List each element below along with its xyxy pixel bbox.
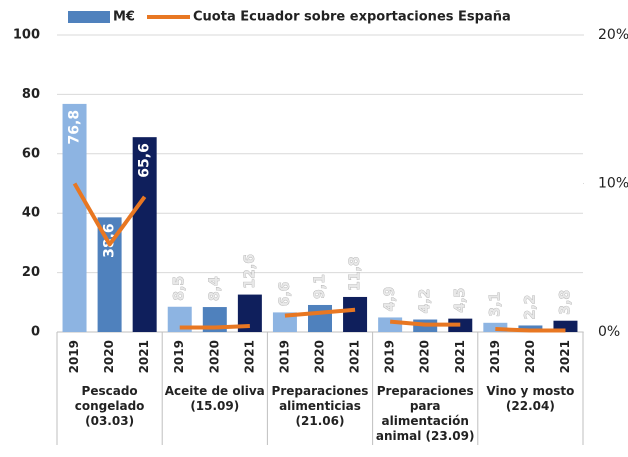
value-label: 12,6 — [242, 254, 258, 289]
value-label: 4,5 — [452, 288, 468, 313]
line-segment — [495, 327, 566, 333]
value-label: 3,1 — [487, 292, 503, 317]
x-subtick-label: 2020 — [523, 340, 537, 373]
bar — [378, 317, 403, 332]
x-subtick-label: 2019 — [67, 340, 81, 373]
x-subtick-label: 2020 — [102, 340, 116, 373]
y-tick-label: 0 — [31, 325, 40, 340]
line-segment — [284, 307, 356, 318]
x-group-label-text: Pescado congelado (03.03) — [74, 384, 145, 428]
x-subtick-label: 2021 — [453, 340, 467, 373]
value-label: 4,2 — [417, 289, 433, 314]
x-subtick-label: 2021 — [137, 340, 151, 373]
x-subtick-label: 2021 — [348, 340, 362, 373]
x-group-label-text: Vino y mosto (22.04) — [486, 384, 575, 413]
x-subtick-label: 2020 — [418, 340, 432, 373]
bar — [62, 103, 87, 333]
value-label: 2,2 — [522, 295, 538, 320]
legend-label: M€ — [113, 10, 135, 25]
bar — [308, 304, 332, 332]
x-group-label: Preparaciones para alimentación animal (… — [375, 384, 475, 443]
y2-tick-label: 20% — [598, 27, 628, 43]
legend-label: Cuota Ecuador sobre exportaciones España — [193, 10, 511, 25]
value-label: 65,6 — [137, 143, 153, 178]
x-subtick-label: 2021 — [558, 340, 572, 373]
x-subtick-label: 2021 — [242, 340, 256, 373]
y-tick-label: 100 — [13, 28, 40, 43]
value-label: 6,6 — [277, 282, 293, 307]
x-group-label: Preparaciones alimenticias (21.06) — [271, 384, 369, 428]
line-segment — [179, 324, 250, 330]
line-segment — [389, 319, 461, 327]
bar — [483, 322, 508, 332]
y-tick-label: 20 — [22, 265, 40, 280]
y2-tick-label: 0% — [598, 324, 620, 340]
y-tick-label: 40 — [22, 206, 40, 221]
y2-tick-label: 10% — [598, 176, 628, 192]
value-label: 8,5 — [172, 276, 188, 301]
value-label: 76,8 — [67, 110, 83, 145]
x-subtick-label: 2019 — [383, 340, 397, 373]
value-label: 9,1 — [312, 274, 328, 299]
bar — [343, 296, 368, 332]
value-label: 8,4 — [207, 276, 223, 301]
x-group-label: Vino y mosto (22.04) — [486, 384, 575, 413]
value-label: 3,8 — [557, 290, 573, 315]
bar — [272, 312, 297, 332]
value-label: 4,9 — [382, 287, 398, 312]
legend-swatch — [68, 11, 110, 23]
x-group-label: Pescado congelado (03.03) — [74, 384, 145, 428]
bar — [553, 320, 578, 332]
line-segment — [72, 182, 147, 247]
x-subtick-label: 2020 — [207, 340, 221, 373]
y-tick-label: 60 — [22, 146, 40, 161]
value-label: 11,8 — [347, 256, 363, 291]
y-tick-label: 80 — [22, 87, 40, 102]
bar — [132, 137, 157, 332]
x-subtick-label: 2019 — [277, 340, 291, 373]
x-group-label-text: Preparaciones para alimentación animal (… — [375, 384, 475, 443]
x-group-label-text: Aceite de oliva (15.09) — [164, 384, 265, 413]
x-group-label: Aceite de oliva (15.09) — [164, 384, 265, 413]
x-subtick-label: 2019 — [488, 340, 502, 373]
x-subtick-label: 2020 — [313, 340, 327, 373]
x-subtick-label: 2019 — [172, 340, 186, 373]
x-group-label-text: Preparaciones alimenticias (21.06) — [271, 384, 369, 428]
